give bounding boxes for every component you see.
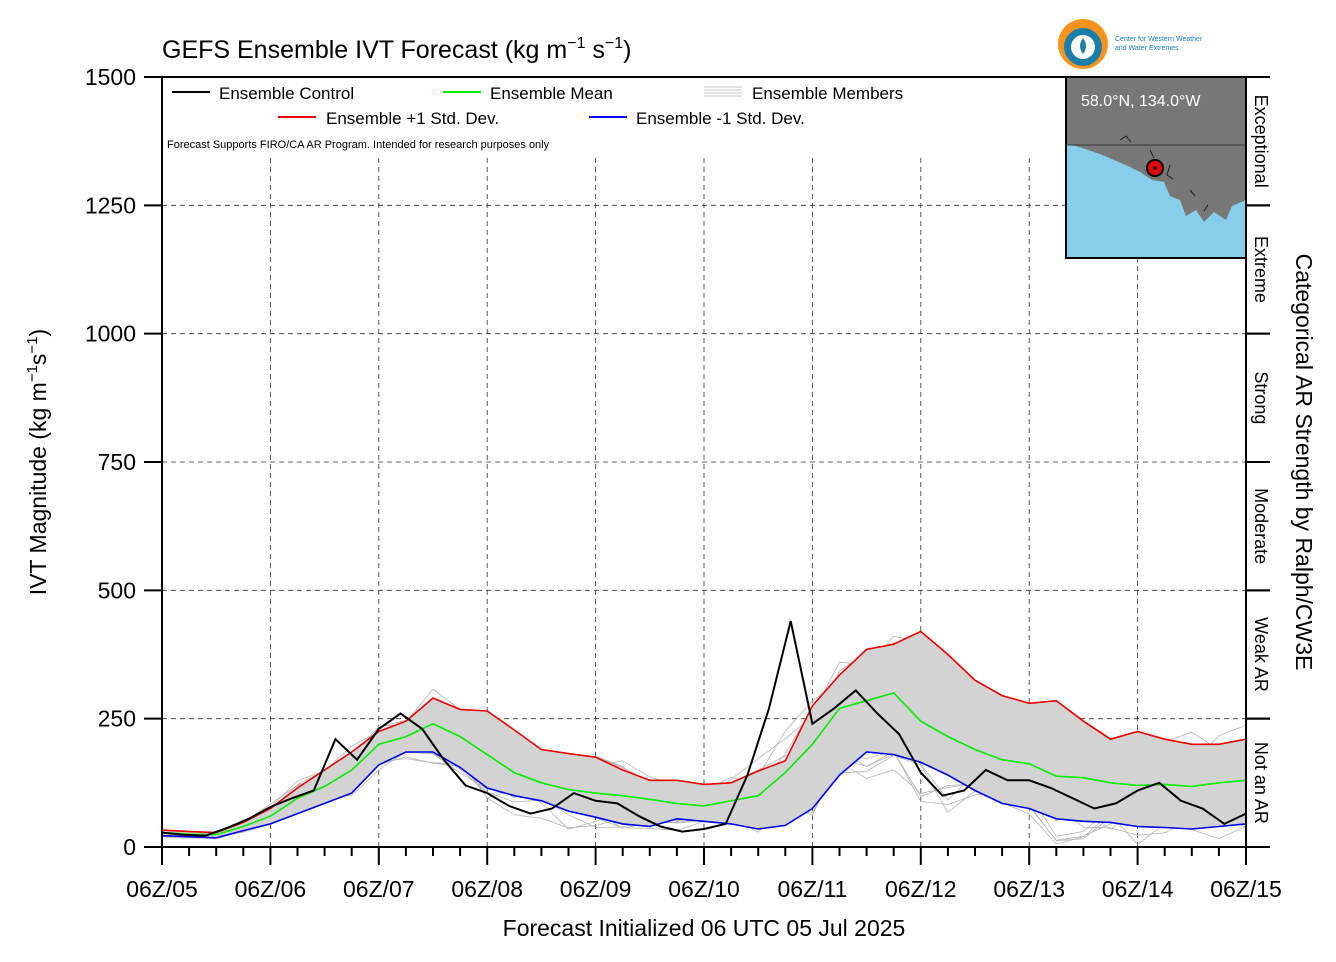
category-moderate: Moderate: [1251, 488, 1271, 564]
category-strong: Strong: [1251, 371, 1271, 424]
category-weak-ar: Weak AR: [1251, 617, 1271, 692]
y-tick-label-250: 250: [98, 706, 136, 732]
x-tick-label-4: 06Z/09: [560, 876, 632, 902]
x-tick-label-5: 06Z/10: [668, 876, 740, 902]
x-tick-label-0: 06Z/05: [126, 876, 198, 902]
inset-location-label: 58.0°N, 134.0°W: [1081, 93, 1201, 110]
series-ensemble-control: [162, 620, 1246, 837]
category-not-an-ar: Not an AR: [1251, 742, 1271, 824]
legend-members: Ensemble Members: [752, 84, 903, 103]
x-tick-label-1: 06Z/06: [235, 876, 307, 902]
legend-plus-std: Ensemble +1 Std. Dev.: [326, 109, 499, 128]
y-tick-label-750: 750: [98, 449, 136, 475]
cw3e-logo: Center for Western Weather and Water Ext…: [1058, 19, 1203, 69]
inset-land: [1066, 77, 1246, 222]
x-tick-label-10: 06Z/15: [1210, 876, 1282, 902]
category-extreme: Extreme: [1251, 236, 1271, 303]
chart-title: GEFS Ensemble IVT Forecast (kg m−1 s−1): [162, 35, 632, 64]
legend-minus-std: Ensemble -1 Std. Dev.: [636, 109, 805, 128]
y-axis-label: IVT Magnitude (kg m−1s−1): [24, 329, 51, 595]
legend-mean: Ensemble Mean: [490, 84, 613, 103]
logo-line2: and Water Extremes: [1115, 45, 1179, 52]
series-ensemble-1-std-dev-: [162, 630, 1246, 834]
x-axis: 06Z/05 06Z/06 06Z/07 06Z/08 06Z/09 06Z/10 06Z/…: [126, 847, 1282, 902]
y-tick-label-1500: 1500: [85, 64, 136, 90]
legend: Ensemble Control Ensemble Mean Ensemble …: [163, 78, 1058, 154]
series-ensemble-1-std-dev-: [162, 751, 1246, 839]
legend-swatch-members: [704, 86, 742, 97]
series-lines: [162, 620, 1246, 839]
std-dev-fill: [162, 631, 1246, 838]
x-tick-label-2: 06Z/07: [343, 876, 415, 902]
y-axis: 0 250 500 750 1000 1250 1500: [85, 64, 162, 860]
x-axis-label: Forecast Initialized 06 UTC 05 Jul 2025: [503, 915, 906, 941]
disclaimer-note: Forecast Supports FIRO/CA AR Program. In…: [167, 139, 550, 151]
ar-category-axis: Exceptional Extreme Strong Moderate Weak AR N…: [1246, 76, 1271, 848]
logo-line1: Center for Western Weather: [1115, 36, 1203, 43]
y-tick-label-0: 0: [123, 834, 136, 860]
x-tick-label-7: 06Z/12: [885, 876, 957, 902]
std-dev-band: [162, 631, 1246, 838]
category-exceptional: Exceptional: [1251, 95, 1271, 188]
y-tick-label-1000: 1000: [85, 321, 136, 347]
x-tick-label-3: 06Z/08: [451, 876, 523, 902]
x-tick-label-8: 06Z/13: [993, 876, 1065, 902]
x-tick-label-9: 06Z/14: [1102, 876, 1174, 902]
x-tick-label-6: 06Z/11: [777, 876, 847, 902]
series-ensemble-mean: [162, 692, 1246, 836]
location-inset-map: 58.0°N, 134.0°W: [1065, 76, 1247, 259]
y-tick-label-500: 500: [98, 577, 136, 603]
y-tick-label-1250: 1250: [85, 192, 136, 218]
right-axis-label: Categorical AR Strength by Ralph/CW3E: [1291, 254, 1317, 671]
legend-control: Ensemble Control: [219, 84, 354, 103]
